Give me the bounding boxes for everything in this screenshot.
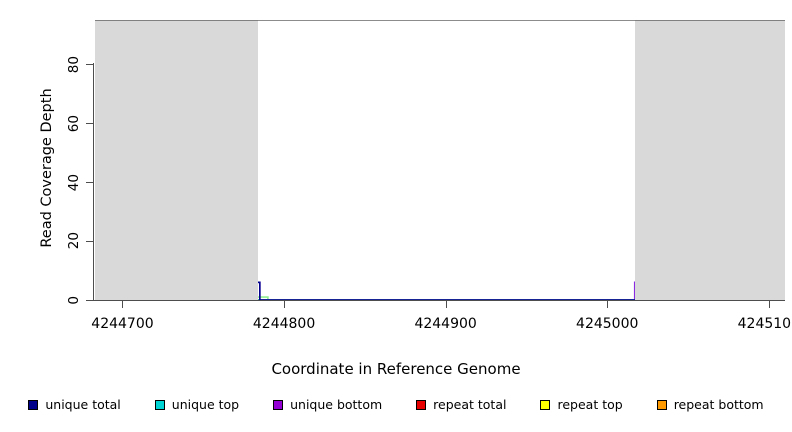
legend-item: repeat total: [416, 398, 506, 412]
legend-label: repeat bottom: [673, 397, 764, 412]
y-tick-label-text: 0: [66, 295, 82, 305]
y-axis-line: [93, 63, 94, 300]
legend-item: unique bottom: [273, 398, 382, 412]
region-top-rule: [95, 20, 259, 21]
y-tick-mark: [86, 123, 93, 125]
legend-item: unique top: [154, 397, 240, 412]
legend-label: unique total: [45, 397, 121, 412]
legend-item: repeat bottom: [656, 397, 764, 412]
plot-canvas: [95, 20, 785, 300]
y-tick-label: 80: [58, 48, 82, 80]
x-tick-mark: [768, 301, 770, 308]
legend-swatch-icon: [656, 400, 667, 410]
legend-item: repeat top: [540, 397, 623, 412]
shaded-region: [634, 20, 785, 300]
y-axis-title: Read Coverage Depth: [39, 88, 55, 248]
x-tick-label: 4244900: [414, 316, 477, 332]
y-tick-label: 0: [58, 284, 82, 316]
y-tick-label-text: 40: [66, 173, 82, 191]
legend-label: repeat total: [433, 397, 507, 412]
y-tick-label-text: 60: [66, 114, 82, 132]
y-tick-mark: [86, 182, 93, 184]
x-tick-label: 4244800: [252, 316, 316, 332]
x-tick-label: 4245100: [737, 316, 792, 332]
legend-label: unique bottom: [290, 397, 383, 412]
x-tick-mark: [445, 301, 447, 308]
legend: unique total unique top unique bottom repea…: [0, 398, 792, 412]
x-tick-label: 4245000: [576, 316, 639, 332]
legend-swatch-icon: [416, 400, 427, 410]
legend-swatch-icon: [28, 400, 39, 410]
legend-label: repeat top: [557, 397, 623, 412]
legend-swatch-icon: [273, 400, 284, 410]
y-tick-label: 20: [58, 225, 82, 257]
x-axis-line: [88, 300, 785, 301]
legend-label: unique top: [171, 397, 240, 412]
y-tick-mark: [86, 241, 93, 243]
region-top-rule: [634, 20, 785, 21]
x-tick-mark: [607, 301, 609, 308]
y-tick-label: 40: [58, 166, 82, 198]
legend-swatch-icon: [540, 400, 551, 410]
plot-area: [95, 20, 785, 300]
y-tick-label-text: 20: [66, 232, 82, 250]
x-tick-label: 4244700: [91, 316, 154, 332]
y-tick-mark: [86, 300, 93, 301]
y-tick-label: 60: [58, 107, 82, 139]
legend-swatch-icon: [154, 400, 165, 410]
legend-item: unique total: [28, 397, 121, 412]
y-tick-label-text: 80: [66, 55, 82, 73]
x-tick-mark: [122, 301, 124, 308]
y-tick-mark: [86, 64, 93, 66]
x-axis-title: Coordinate in Reference Genome: [271, 360, 521, 378]
panel-top-rule: [258, 20, 635, 21]
x-tick-mark: [284, 301, 286, 308]
shaded-region: [95, 20, 259, 300]
